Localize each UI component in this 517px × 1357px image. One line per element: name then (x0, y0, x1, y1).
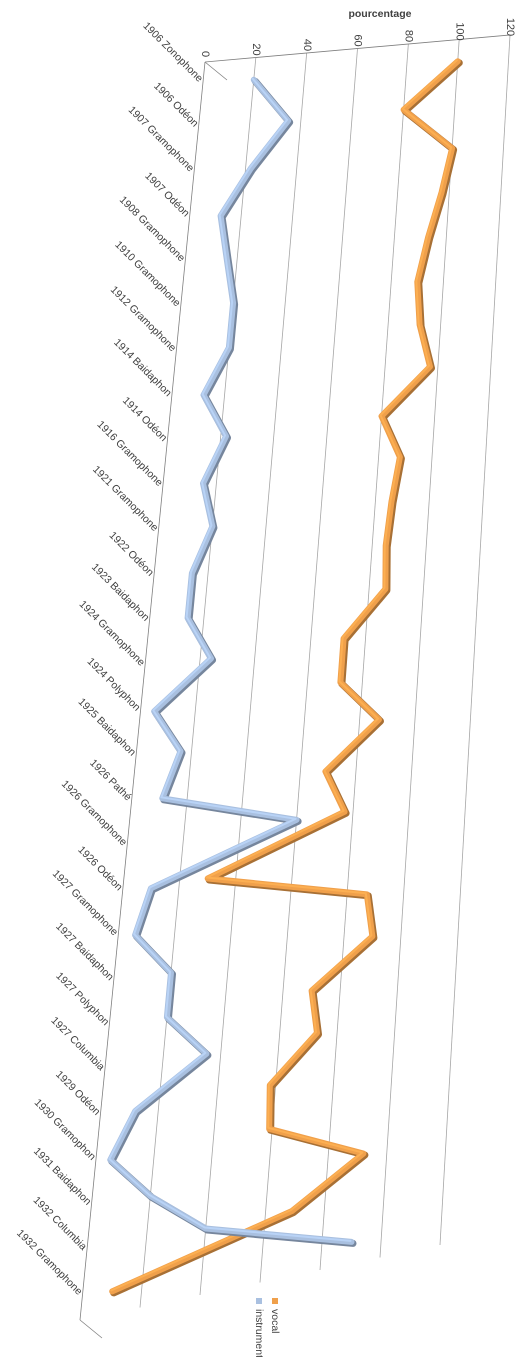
series-path (107, 76, 355, 1245)
series-line-instrumental (107, 76, 357, 1247)
category-tick-label: 1907 Odéon (142, 170, 191, 219)
value-tick-label: 20 (250, 43, 262, 55)
gridline (139, 57, 257, 1308)
legend-swatch (256, 1298, 262, 1304)
legend-entry-instrumental: instrumental (253, 1298, 265, 1357)
legend-label: instrumental (253, 1309, 265, 1357)
series-line-vocal (109, 58, 463, 1297)
value-tick-label: 60 (352, 34, 364, 46)
value-tick-label: 40 (301, 39, 313, 51)
axis-depth-edge (79, 1319, 103, 1339)
legend-entry-vocal: vocal (269, 1298, 281, 1334)
value-tick-label: 0 (199, 51, 211, 57)
value-tick-label: 120 (504, 18, 516, 36)
gridlines (139, 34, 511, 1308)
axis-depth-edge (204, 61, 228, 81)
category-tick-label: 1906 Odéon (151, 80, 200, 129)
category-axis-line (79, 61, 206, 1321)
category-tick-label: 1926 Odéon (75, 844, 124, 893)
value-tick-labels: 0 20 40 60 80 100 120 (199, 18, 516, 57)
category-tick-label: 1914 Odéon (120, 395, 169, 444)
series-highlight (110, 59, 458, 1292)
value-tick-label: 100 (453, 22, 465, 40)
axes (79, 34, 511, 1339)
series-highlight (108, 77, 352, 1242)
legend: vocal instrumental (253, 1298, 281, 1357)
gridline (439, 34, 511, 1246)
value-axis-title: pourcentage (348, 8, 411, 20)
series-lines (107, 58, 463, 1297)
value-tick-label: 80 (402, 30, 414, 42)
legend-swatch (272, 1298, 278, 1304)
gridline (319, 43, 409, 1271)
category-tick-label: 1926 Pathé (87, 757, 134, 804)
value-axis-line (204, 34, 511, 63)
category-tick-label: 1929 Odéon (53, 1069, 102, 1118)
series-shadow (108, 77, 357, 1247)
gridline (379, 39, 460, 1258)
series-path (109, 58, 461, 1295)
gridline (199, 52, 308, 1296)
legend-label: vocal (269, 1309, 281, 1334)
category-tick-label: 1906 Zonophone (140, 20, 205, 85)
category-tick-label: 1922 Odéon (107, 529, 156, 578)
